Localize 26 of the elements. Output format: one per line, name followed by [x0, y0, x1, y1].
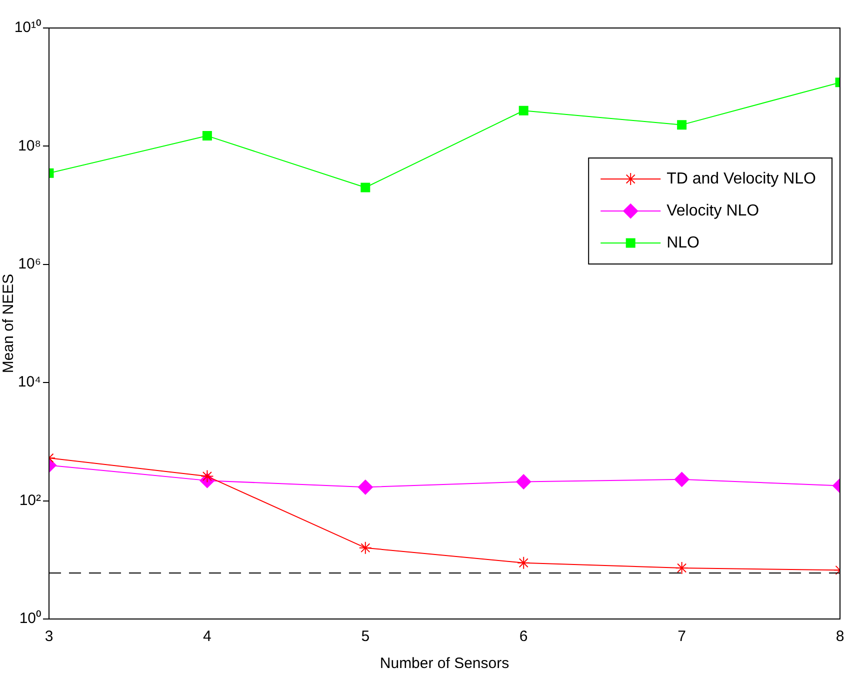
- legend-label: NLO: [666, 234, 700, 252]
- y-tick-label: 10⁸: [18, 137, 41, 154]
- x-tick-label: 4: [203, 628, 212, 646]
- point: [674, 472, 690, 487]
- y-tick-label: 10⁴: [18, 374, 41, 391]
- x-tick-label: 8: [836, 628, 844, 646]
- x-tick-label: 7: [678, 628, 686, 646]
- point: [516, 474, 532, 490]
- x-axis-title: Number of Sensors: [380, 655, 510, 672]
- point: [517, 556, 530, 570]
- x-tick-label: 6: [519, 628, 528, 646]
- point: [358, 541, 372, 554]
- point: [675, 561, 688, 574]
- x-tick-label: 3: [44, 628, 54, 646]
- y-tick-label: 10⁰: [19, 610, 41, 628]
- point: [200, 470, 214, 483]
- y-axis-title: Mean of NEES: [0, 274, 18, 374]
- legend-label: TD and Velocity NLO: [666, 170, 816, 188]
- point: [358, 480, 373, 495]
- legend-label: Velocity NLO: [666, 202, 760, 220]
- point: [360, 182, 370, 192]
- y-tick-label: 10²: [19, 492, 41, 509]
- y-tick-label: 10⁶: [18, 256, 41, 273]
- point: [518, 106, 528, 116]
- x-tick-label: 5: [361, 628, 370, 646]
- y-tick-label: 10¹⁰: [14, 19, 41, 36]
